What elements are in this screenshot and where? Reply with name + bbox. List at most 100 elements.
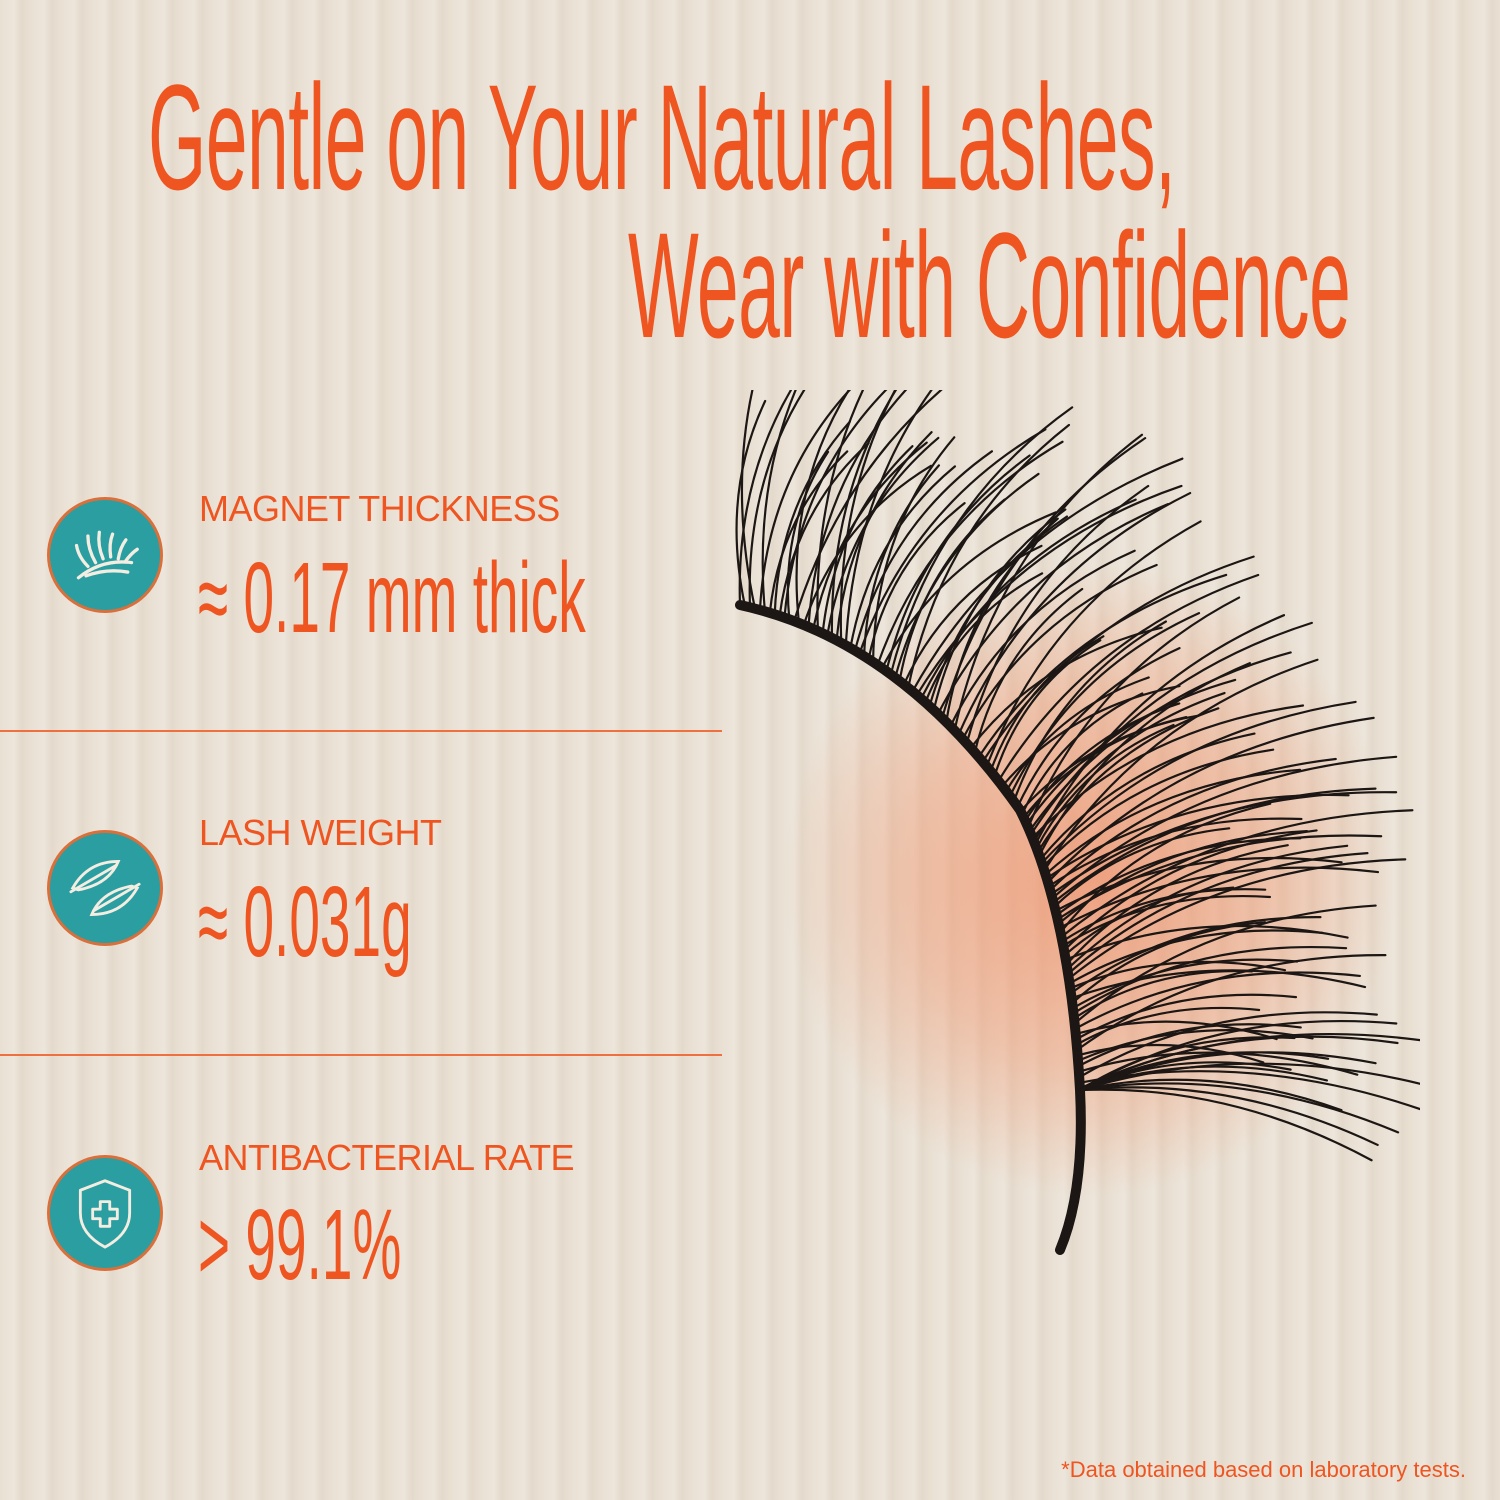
divider xyxy=(0,1054,722,1056)
lash-strand xyxy=(889,406,1074,676)
lash-strand xyxy=(1039,732,1256,861)
lash-strand xyxy=(778,442,870,618)
magnet-thickness-label: MAGNET THICKNESS xyxy=(199,488,560,529)
lash-strand xyxy=(802,464,933,627)
shield-cross-icon xyxy=(47,1155,163,1271)
lash-strand xyxy=(1005,676,1150,793)
lash-strand xyxy=(1078,1035,1399,1092)
lash-strand xyxy=(1043,658,1319,872)
lash-strand xyxy=(1053,827,1231,908)
lash-strand xyxy=(1034,614,1286,846)
lash-strand xyxy=(907,423,1071,689)
lash-strand xyxy=(1016,647,1181,808)
lash-strand xyxy=(1078,1062,1420,1092)
lash-strand xyxy=(1072,969,1254,1020)
lash-strand xyxy=(1078,1019,1398,1092)
lash-strand xyxy=(1075,1006,1261,1046)
lash-strand xyxy=(924,572,1044,704)
lash-strand xyxy=(1076,1043,1265,1064)
lash-strand xyxy=(816,390,865,633)
lash-strand xyxy=(786,450,830,621)
lash-strand xyxy=(894,472,1040,679)
lash-strand xyxy=(993,639,1102,778)
lash-strand xyxy=(1060,809,1414,938)
lash-strand xyxy=(858,428,1047,655)
lash-strand xyxy=(945,517,1059,724)
lash-weight-value: ≈ 0.031g xyxy=(198,866,412,978)
lash-strand xyxy=(898,498,1006,683)
lash-strand xyxy=(973,587,1084,754)
lash-strand xyxy=(977,573,1228,759)
lash-strand xyxy=(1078,1086,1379,1147)
lash-strand xyxy=(773,420,852,616)
lash-strand xyxy=(1071,921,1267,1005)
lash-strand xyxy=(1021,692,1144,816)
lash-strand xyxy=(740,390,757,610)
lash-strand xyxy=(761,390,797,613)
lash-strand xyxy=(839,390,897,644)
lash-strand xyxy=(1059,802,1272,934)
lash-strand xyxy=(1073,904,1377,1025)
lash-strand xyxy=(1070,969,1367,1000)
lash-strand xyxy=(1051,755,1398,900)
lash-strand xyxy=(915,484,1183,697)
eyelash-icon xyxy=(47,497,163,613)
lash-strand xyxy=(1041,748,1275,868)
lash-strand xyxy=(844,390,933,647)
lash-strand xyxy=(1025,678,1237,826)
lash-strand xyxy=(1052,787,1377,904)
lash-strand xyxy=(807,390,908,629)
antibacterial-rate-label: ANTIBACTERIAL RATE xyxy=(199,1137,575,1178)
lash-strand xyxy=(1069,960,1287,990)
false-eyelash-image xyxy=(735,390,1420,1255)
lash-strand xyxy=(936,502,1169,716)
lash-strand xyxy=(957,491,1192,736)
lash-strand xyxy=(862,464,941,658)
lash-strand xyxy=(853,450,993,652)
lash-strand xyxy=(1062,894,1272,947)
lash-strand xyxy=(871,436,956,664)
lash-strand xyxy=(830,390,898,640)
lash-strand xyxy=(1063,886,1235,957)
lash-strand xyxy=(1027,596,1241,829)
lash-strand xyxy=(1078,1011,1378,1079)
headline-line-1: Gentle on Your Natural Lashes, xyxy=(148,53,1176,221)
lash-strand xyxy=(1071,958,1299,1010)
lash-strand xyxy=(1068,929,1324,985)
lash-strand xyxy=(1078,1082,1400,1134)
lash-strand xyxy=(1044,768,1302,876)
lash-strand xyxy=(821,445,914,635)
headline-line-2: Wear with Confidence xyxy=(628,201,1351,369)
lash-strand xyxy=(1072,945,1348,1015)
lash-strand xyxy=(748,390,806,609)
lash-strand xyxy=(1038,662,1251,857)
lash-strand xyxy=(1012,620,1168,803)
lash-strand xyxy=(1001,684,1181,788)
lash-strand xyxy=(1078,1088,1373,1162)
lash-strand xyxy=(793,390,943,623)
footnote: *Data obtained based on laboratory tests… xyxy=(1061,1457,1466,1482)
lash-strand xyxy=(1078,1070,1420,1111)
lash-strand xyxy=(961,563,1158,741)
lash-strand xyxy=(1075,993,1298,1041)
lash-strand xyxy=(1078,1065,1328,1092)
lash-strand xyxy=(1061,888,1267,943)
lash-strand xyxy=(768,450,849,614)
lash-strand xyxy=(941,437,1147,720)
lash-strand xyxy=(1046,716,1375,884)
lash-strand xyxy=(1078,1078,1343,1112)
lash-strand xyxy=(880,511,1057,670)
lash-strand xyxy=(1062,829,1318,952)
lash-strand xyxy=(1029,621,1313,836)
lash-strand xyxy=(997,573,1260,783)
lash-strand xyxy=(795,390,851,625)
lash-strand xyxy=(1076,954,1387,1052)
lash-strand xyxy=(1066,844,1349,971)
lash-strand xyxy=(953,433,1144,732)
lash-strand xyxy=(989,635,1105,773)
lash-strand xyxy=(1008,611,1201,798)
magnet-thickness-value: ≈ 0.17 mm thick xyxy=(198,542,586,654)
lash-strand xyxy=(981,555,1255,763)
lash-strand xyxy=(1078,1051,1377,1092)
lash-strand xyxy=(735,399,767,608)
